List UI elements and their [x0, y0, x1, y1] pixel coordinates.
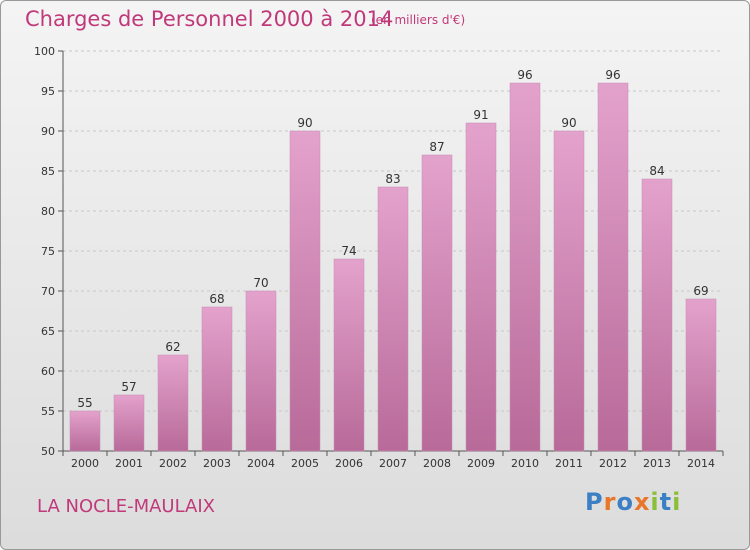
location-name: LA NOCLE-MAULAIX [37, 496, 215, 517]
y-tick-label: 75 [41, 245, 55, 258]
x-tick-label: 2001 [115, 457, 143, 470]
x-tick-label: 2007 [379, 457, 407, 470]
bar [553, 130, 585, 452]
data-label: 74 [341, 244, 356, 258]
brand-letter: t [659, 488, 673, 516]
y-tick-label: 60 [41, 365, 55, 378]
bar [685, 298, 717, 452]
data-label: 70 [253, 276, 268, 290]
x-tick-label: 2003 [203, 457, 231, 470]
bars [69, 82, 717, 452]
y-tick-label: 55 [41, 405, 55, 418]
x-tick-label: 2013 [643, 457, 671, 470]
data-label: 55 [77, 396, 92, 410]
data-label: 96 [517, 68, 532, 82]
brand-letter: i [672, 488, 682, 516]
y-tick-label: 100 [34, 45, 55, 58]
brand-letter: P [585, 488, 604, 516]
y-tick-label: 65 [41, 325, 55, 338]
brand-letter: x [633, 488, 651, 516]
chart-subtitle: (en milliers d'€) [371, 13, 466, 27]
brand-letter: i [650, 488, 660, 516]
axes: 50 55 60 65 70 75 80 85 90 95 100 2000 2001 2002 2003 2… [34, 45, 724, 470]
x-tick-label: 2009 [467, 457, 495, 470]
y-tick-label: 85 [41, 165, 55, 178]
x-tick-label: 2006 [335, 457, 363, 470]
x-tick-label: 2004 [247, 457, 275, 470]
bar [509, 82, 541, 452]
bar [157, 354, 189, 452]
bar [465, 122, 497, 452]
bar [641, 178, 673, 452]
x-tick-label: 2014 [687, 457, 715, 470]
brand-letter: o [616, 488, 634, 516]
x-tick-label: 2002 [159, 457, 187, 470]
brand-logo: Proxiti [585, 488, 681, 516]
data-label: 87 [429, 140, 444, 154]
bar [245, 290, 277, 452]
data-label: 62 [165, 340, 180, 354]
data-label: 96 [605, 68, 620, 82]
bar [201, 306, 233, 452]
data-label: 90 [297, 116, 312, 130]
bar [113, 394, 145, 452]
bar [377, 186, 409, 452]
value-labels: 55 57 62 68 70 90 74 83 87 91 96 90 96 84 69 [77, 68, 708, 410]
bar [289, 130, 321, 452]
x-tick-label: 2012 [599, 457, 627, 470]
bar [597, 82, 629, 452]
data-label: 69 [693, 284, 708, 298]
bar [333, 258, 365, 452]
data-label: 91 [473, 108, 488, 122]
y-tick-label: 95 [41, 85, 55, 98]
x-tick-label: 2008 [423, 457, 451, 470]
x-tick-label: 2000 [71, 457, 99, 470]
brand-letter: r [603, 488, 617, 516]
data-label: 84 [649, 164, 664, 178]
data-label: 83 [385, 172, 400, 186]
chart-title: Charges de Personnel 2000 à 2014 [25, 7, 394, 31]
y-tick-label: 50 [41, 445, 55, 458]
bar [421, 154, 453, 452]
data-label: 57 [121, 380, 136, 394]
x-tick-label: 2010 [511, 457, 539, 470]
x-tick-label: 2011 [555, 457, 583, 470]
x-tick-label: 2005 [291, 457, 319, 470]
data-label: 68 [209, 292, 224, 306]
y-tick-label: 90 [41, 125, 55, 138]
data-label: 90 [561, 116, 576, 130]
bar [69, 410, 101, 452]
y-tick-label: 80 [41, 205, 55, 218]
y-tick-label: 70 [41, 285, 55, 298]
